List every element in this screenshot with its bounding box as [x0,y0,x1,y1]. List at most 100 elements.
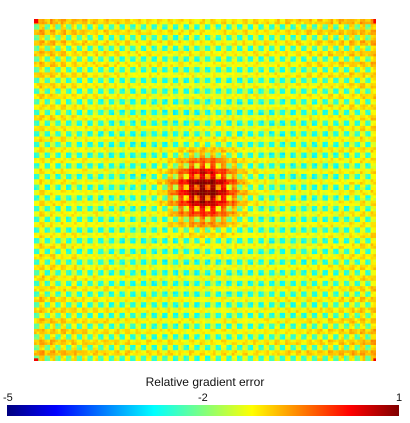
heatmap-cell [117,59,120,62]
heatmap-cell [154,67,157,70]
heatmap-cell [55,94,58,97]
heatmap-cell [341,83,344,86]
heatmap-cell [95,75,98,78]
heatmap-cell [339,86,342,89]
heatmap-cell [264,83,267,86]
heatmap-cell [192,105,195,108]
heatmap-cell [277,46,280,49]
heatmap-cell [234,22,237,25]
heatmap-cell [341,88,344,91]
heatmap-cell [69,110,72,113]
heatmap-cell [74,27,77,30]
heatmap-cell [95,107,98,110]
heatmap-cell [258,83,261,86]
heatmap-cell [50,86,53,89]
heatmap-cell [55,30,58,33]
heatmap-cell [221,86,224,89]
heatmap-cell [197,115,200,118]
heatmap-cell [181,88,184,91]
heatmap-cell [336,35,339,38]
heatmap-cell [213,32,216,35]
heatmap-cell [336,56,339,59]
heatmap-cell [87,27,90,30]
heatmap-cell [109,118,112,121]
heatmap-cell [285,40,288,43]
heatmap-cell [79,107,82,110]
heatmap-cell [200,64,203,67]
heatmap-cell [152,64,155,67]
heatmap-cell [168,24,171,27]
heatmap-cell [312,80,315,83]
heatmap-cell [347,72,350,75]
heatmap-cell [138,27,141,30]
heatmap-cell [242,59,245,62]
heatmap-cell [285,22,288,25]
heatmap-cell [234,40,237,43]
heatmap-cell [301,38,304,41]
heatmap-cell [120,86,123,89]
heatmap-cell [368,91,371,94]
heatmap-cell [101,118,104,121]
heatmap-cell [194,35,197,38]
heatmap-cell [122,59,125,62]
heatmap-cell [242,24,245,27]
heatmap-cell [90,102,93,105]
heatmap-cell [165,91,168,94]
heatmap-cell [213,46,216,49]
heatmap-cell [122,78,125,81]
heatmap-cell [55,80,58,83]
heatmap-cell [237,72,240,75]
heatmap-cell [344,91,347,94]
heatmap-cell [365,27,368,30]
heatmap-cell [307,94,310,97]
heatmap-cell [360,72,363,75]
heatmap-cell [299,86,302,89]
heatmap-cell [138,91,141,94]
heatmap-cell [293,27,296,30]
heatmap-cell [194,121,197,124]
heatmap-cell [34,59,37,62]
heatmap-cell [240,91,243,94]
heatmap-cell [208,118,211,121]
heatmap-cell [101,19,104,22]
heatmap-cell [165,40,168,43]
heatmap-cell [341,70,344,73]
heatmap-cell [192,102,195,105]
heatmap-cell [234,54,237,57]
heatmap-cell [352,27,355,30]
heatmap-cell [114,56,117,59]
heatmap-cell [331,30,334,33]
heatmap-cell [299,115,302,118]
heatmap-cell [69,46,72,49]
heatmap-cell [103,72,106,75]
heatmap-cell [120,32,123,35]
heatmap-cell [98,88,101,91]
heatmap-cell [176,24,179,27]
heatmap-cell [111,46,114,49]
heatmap-cell [120,43,123,46]
heatmap-cell [373,78,376,81]
heatmap-cell [178,38,181,41]
heatmap-cell [309,35,312,38]
heatmap-cell [87,62,90,65]
heatmap-cell [331,48,334,51]
heatmap-cell [312,75,315,78]
heatmap-cell [360,24,363,27]
heatmap-cell [63,118,66,121]
heatmap-cell [226,91,229,94]
heatmap-cell [293,105,296,108]
heatmap-cell [282,105,285,108]
heatmap-cell [224,59,227,62]
heatmap-cell [373,46,376,49]
heatmap-cell [274,80,277,83]
heatmap-cell [320,118,323,121]
heatmap-cell [245,113,248,116]
heatmap-cell [208,54,211,57]
heatmap-cell [53,46,56,49]
heatmap-cell [336,43,339,46]
heatmap-cell [349,75,352,78]
heatmap-cell [37,56,40,59]
heatmap-cell [149,91,152,94]
heatmap-cell [157,70,160,73]
heatmap-cell [122,38,125,41]
